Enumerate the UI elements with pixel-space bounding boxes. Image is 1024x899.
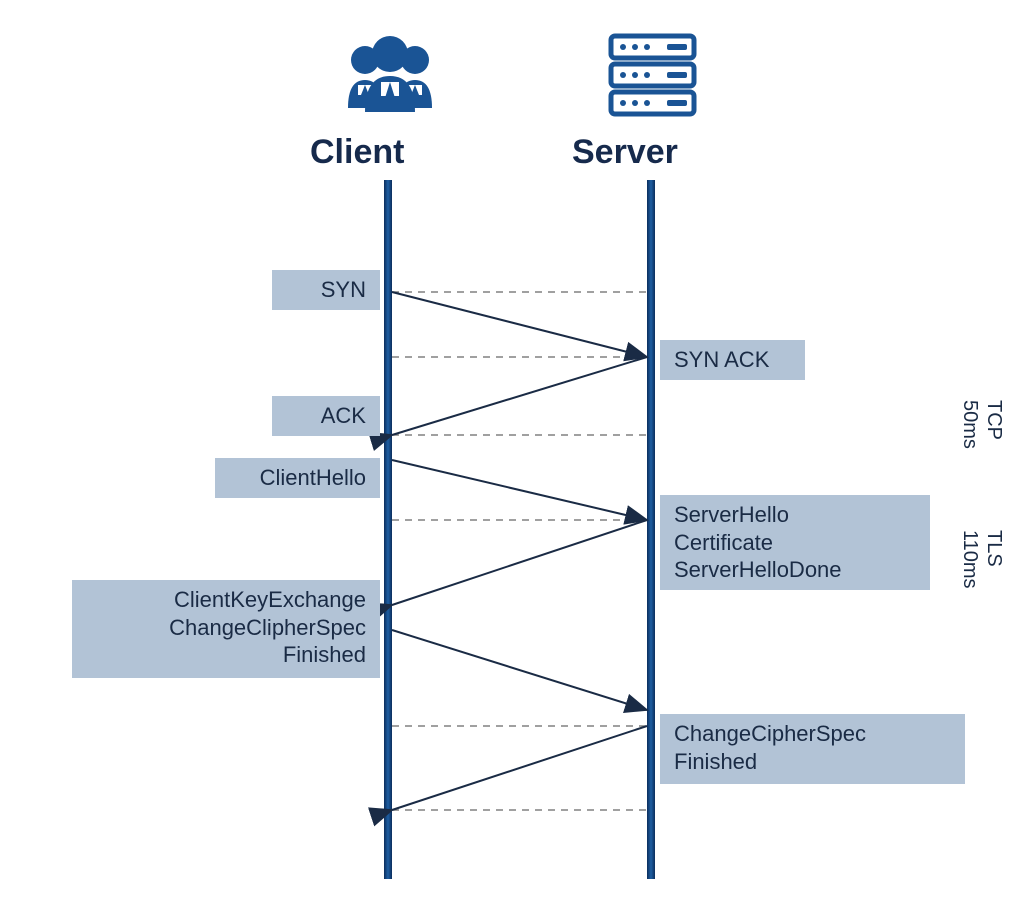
server-icon xyxy=(605,30,700,120)
client-title: Client xyxy=(310,133,404,172)
msg-synack: SYN ACK xyxy=(660,340,805,380)
side-tls-line2: 110ms xyxy=(959,530,981,589)
sequence-diagram: Client Server S xyxy=(0,0,1024,899)
people-icon xyxy=(335,30,445,120)
msg-ack: ACK xyxy=(272,396,380,436)
msg-clientkey: ClientKeyExchange ChangeClipherSpec Fini… xyxy=(72,580,380,678)
server-title: Server xyxy=(572,133,678,172)
side-tls-line1: TLS xyxy=(983,530,1005,567)
client-lifeline xyxy=(384,180,392,879)
side-tcp-line2: 50ms xyxy=(959,400,981,449)
msg-clienthello: ClientHello xyxy=(215,458,380,498)
side-tcp-line1: TCP xyxy=(983,400,1005,440)
side-label-tls: TLS 110ms xyxy=(958,530,1006,589)
server-lifeline xyxy=(647,180,655,879)
side-label-tcp: TCP 50ms xyxy=(958,400,1006,449)
msg-changecipher: ChangeCipherSpec Finished xyxy=(660,714,965,784)
msg-syn: SYN xyxy=(272,270,380,310)
msg-serverhello: ServerHello Certificate ServerHelloDone xyxy=(660,495,930,590)
